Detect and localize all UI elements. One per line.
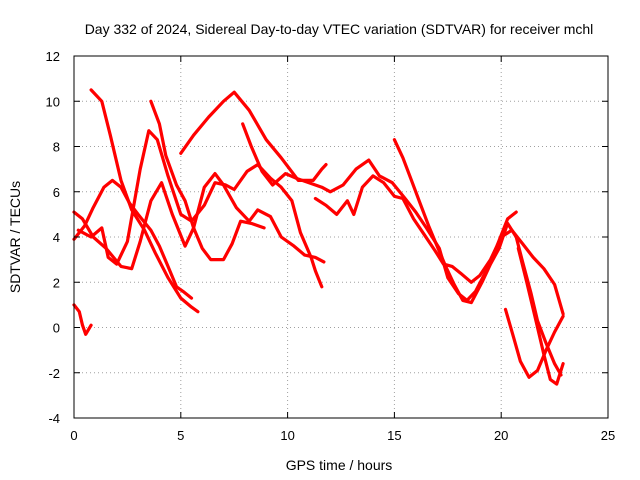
series-trace-11 xyxy=(516,246,565,386)
x-tick-label: 10 xyxy=(280,428,294,443)
series-trace-7 xyxy=(241,122,518,302)
series-trace-12 xyxy=(72,303,93,336)
series-trace-6 xyxy=(72,178,194,300)
series-trace-4 xyxy=(72,172,326,271)
y-tick-label: -4 xyxy=(48,411,60,426)
y-tick-label: 10 xyxy=(46,94,60,109)
series-trace-9 xyxy=(392,138,563,377)
y-tick-label: 2 xyxy=(53,275,60,290)
x-tick-label: 25 xyxy=(601,428,615,443)
plot-series xyxy=(72,88,565,386)
series-trace-1 xyxy=(89,88,200,314)
x-tick-label: 0 xyxy=(70,428,77,443)
axis-ticks: 0 5 10 15 20 25 -4 -2 0 2 4 6 8 10 12 xyxy=(46,49,616,443)
series-trace-5 xyxy=(76,129,324,289)
y-tick-label: 8 xyxy=(53,140,60,155)
series-trace-8 xyxy=(313,174,565,316)
series-trace-10 xyxy=(503,307,565,379)
y-tick-label: 6 xyxy=(53,185,60,200)
y-tick-label: 0 xyxy=(53,321,60,336)
y-tick-label: 4 xyxy=(53,230,60,245)
y-axis-label: SDTVAR / TECUs xyxy=(7,181,23,293)
x-tick-label: 5 xyxy=(177,428,184,443)
x-axis-label: GPS time / hours xyxy=(286,457,393,473)
y-tick-label: -2 xyxy=(48,366,60,381)
y-tick-label: 12 xyxy=(46,49,60,64)
x-tick-label: 20 xyxy=(494,428,508,443)
series-trace-3 xyxy=(179,90,328,182)
x-tick-label: 15 xyxy=(387,428,401,443)
series-trace-2 xyxy=(149,99,266,262)
chart-title: Day 332 of 2024, Sidereal Day-to-day VTE… xyxy=(85,21,594,37)
